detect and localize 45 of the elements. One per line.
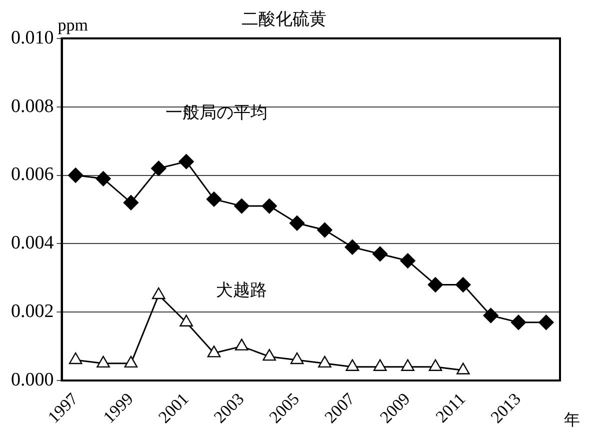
y-tick-label: 0.002 bbox=[11, 301, 54, 322]
point bbox=[290, 352, 304, 364]
point bbox=[206, 192, 222, 207]
point bbox=[483, 308, 498, 324]
y-tick-label: 0.004 bbox=[11, 232, 54, 254]
point bbox=[68, 168, 84, 183]
point bbox=[428, 277, 444, 292]
point bbox=[178, 154, 194, 170]
point bbox=[428, 359, 442, 371]
y-tick-label: 0.008 bbox=[11, 96, 54, 117]
point bbox=[456, 362, 470, 374]
point bbox=[318, 356, 332, 368]
point bbox=[538, 314, 554, 330]
y-tick-label: 0.006 bbox=[11, 164, 54, 186]
point bbox=[262, 198, 277, 214]
point bbox=[234, 198, 250, 214]
point bbox=[180, 314, 193, 326]
y-tick-label: 0.010 bbox=[11, 27, 54, 48]
x-axis-title: 年 bbox=[564, 410, 580, 429]
text: 一般局の平均 bbox=[165, 102, 268, 123]
point bbox=[372, 246, 388, 262]
point bbox=[96, 171, 111, 186]
y-axis-title: ppm bbox=[58, 15, 88, 34]
point bbox=[68, 352, 82, 364]
point bbox=[123, 195, 139, 210]
point bbox=[344, 240, 360, 255]
point bbox=[207, 346, 221, 358]
point bbox=[317, 222, 332, 238]
point bbox=[456, 277, 471, 292]
point bbox=[289, 216, 305, 231]
point bbox=[124, 356, 138, 368]
point bbox=[235, 338, 248, 350]
point bbox=[400, 253, 416, 268]
point bbox=[510, 314, 526, 330]
point bbox=[401, 359, 414, 371]
series-label: 犬越路 bbox=[216, 280, 268, 301]
chart-title: 二酸化硫黄 bbox=[242, 10, 326, 30]
y-tick-label: 0.000 bbox=[11, 370, 54, 391]
point bbox=[96, 356, 110, 368]
point bbox=[151, 160, 166, 176]
point bbox=[346, 359, 360, 371]
point bbox=[152, 287, 166, 300]
x-tick-label: 2011 bbox=[432, 389, 470, 426]
point bbox=[373, 359, 387, 371]
point bbox=[262, 348, 276, 361]
